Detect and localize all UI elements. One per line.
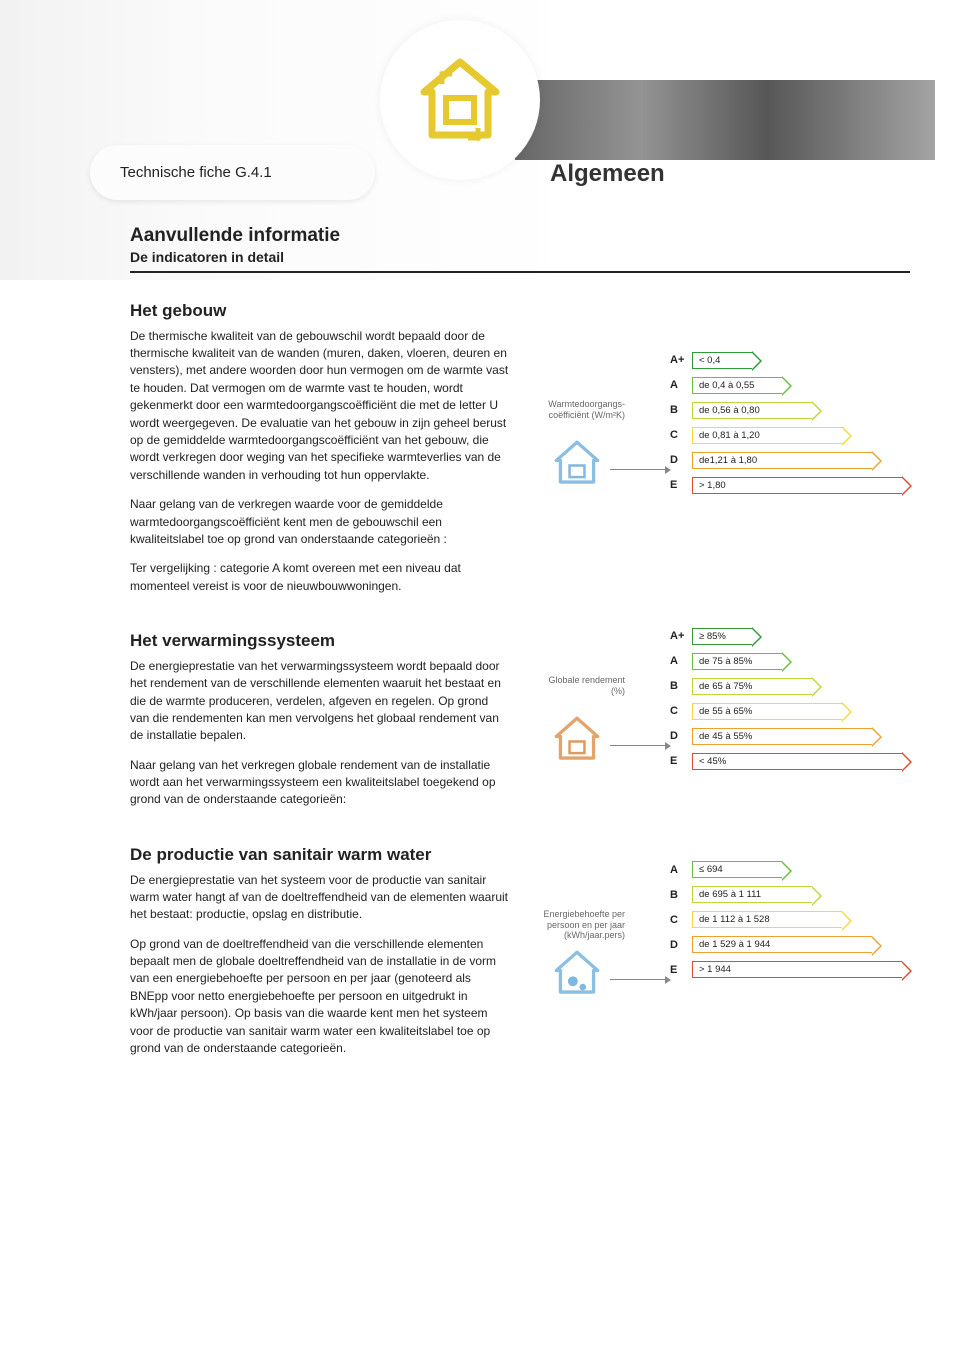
rating-chart-water: Energiebehoefte per persoon en per jaar … (540, 859, 910, 984)
rating-bar: de 65 à 75% (692, 678, 812, 695)
rating-chart-building: Warmtedoorgangs-coëfficiënt (W/m²K) A+ < 0… (540, 349, 910, 499)
rating-bar-label: de 0,56 à 0,80 (699, 405, 760, 416)
rating-bar: de 0,56 à 0,80 (692, 402, 812, 419)
rating-bar-label: ≥ 85% (699, 631, 726, 642)
rating-letter: B (670, 404, 692, 416)
rating-row: Bde 695 à 1 111 (670, 884, 910, 906)
rating-letter: D (670, 454, 692, 466)
rating-bar: ≤ 694 (692, 861, 782, 878)
rating-bar-label: de 0,4 à 0,55 (699, 380, 754, 391)
rating-bar: de 75 à 85% (692, 653, 782, 670)
rating-row: A+ < 0,4 (670, 349, 910, 371)
rating-caption: Warmtedoorgangs-coëfficiënt (W/m²K) (540, 399, 625, 421)
rating-bar: < 45% (692, 753, 902, 770)
rating-bar-label: de 75 à 85% (699, 656, 752, 667)
rating-letter: A+ (670, 354, 692, 366)
section-water-text: De productie van sanitair warm water De … (130, 819, 510, 1058)
rating-bar: de 0,4 à 0,55 (692, 377, 782, 394)
rating-row: Bde 0,56 à 0,80 (670, 399, 910, 421)
rating-letter: D (670, 730, 692, 742)
rating-bar-label: de 45 à 55% (699, 731, 752, 742)
section-water-heading: De productie van sanitair warm water (130, 843, 510, 868)
section-heating-heading: Het verwarmingssysteem (130, 629, 510, 654)
rating-letter: C (670, 914, 692, 926)
rating-bar-label: de 1 529 à 1 944 (699, 939, 770, 950)
rating-row: Dde1,21 à 1,80 (670, 449, 910, 471)
rating-bar: de 55 à 65% (692, 703, 842, 720)
rating-row: Dde 1 529 à 1 944 (670, 934, 910, 956)
rating-row: Ade 75 à 85% (670, 650, 910, 672)
section2-p1: De energieprestatie van het verwarmingss… (130, 658, 510, 745)
rating-letter: A (670, 655, 692, 667)
rating-bar-label: de 1 112 à 1 528 (699, 914, 770, 925)
rating-bar: de 45 à 55% (692, 728, 872, 745)
rating-bar: de1,21 à 1,80 (692, 452, 872, 469)
rating-bar-label: de1,21 à 1,80 (699, 455, 757, 466)
section-building-heading: Het gebouw (130, 299, 510, 324)
rating-row: E > 1 944 (670, 959, 910, 981)
rating-row: Cde 1 112 à 1 528 (670, 909, 910, 931)
rating-bar-label: < 45% (699, 756, 726, 767)
rating-bar: de 1 529 à 1 944 (692, 936, 872, 953)
section3-p2: Op grond van de doeltreffendheid van die… (130, 936, 510, 1058)
section1-p1: De thermische kwaliteit van de gebouwsch… (130, 328, 510, 485)
page-content: Aanvullende informatie De indicatoren in… (0, 0, 960, 1097)
section1-p3: Ter vergelijking : categorie A komt over… (130, 560, 510, 595)
rating-bar: de 695 à 1 111 (692, 886, 812, 903)
divider (130, 271, 910, 273)
rating-letter: C (670, 705, 692, 717)
rating-arrow (610, 469, 665, 470)
rating-bar-label: de 0,81 à 1,20 (699, 430, 760, 441)
rating-row: A ≤ 694 (670, 859, 910, 881)
rating-letter: A (670, 864, 692, 876)
rating-bar-label: de 55 à 65% (699, 706, 752, 717)
rating-letter: E (670, 964, 692, 976)
rating-chart-heating: Globale rendement (%) A+ ≥ 85% Ade 75 à 85%… (540, 625, 910, 775)
rating-letter: E (670, 479, 692, 491)
rating-house-icon (548, 434, 606, 495)
rating-bar-label: > 1,80 (699, 480, 726, 491)
rating-letter: B (670, 680, 692, 692)
rating-caption: Globale rendement (%) (540, 675, 625, 697)
rating-row: Dde 45 à 55% (670, 725, 910, 747)
rating-row: E > 1,80 (670, 474, 910, 496)
section-heating-text: Het verwarmingssysteem De energieprestat… (130, 605, 510, 809)
section3-p1: De energieprestatie van het systeem voor… (130, 872, 510, 924)
section2-p2: Naar gelang van het verkregen globale re… (130, 757, 510, 809)
rating-bar-label: < 0,4 (699, 355, 720, 366)
rating-house-icon (548, 710, 606, 771)
rating-row: Cde 55 à 65% (670, 700, 910, 722)
rating-letter: A (670, 379, 692, 391)
rating-letter: A+ (670, 630, 692, 642)
rating-house-icon (548, 944, 606, 1005)
rating-letter: D (670, 939, 692, 951)
rating-bar: > 1 944 (692, 961, 902, 978)
rating-row: Cde 0,81 à 1,20 (670, 424, 910, 446)
intro-subtitle: De indicatoren in detail (130, 249, 910, 265)
rating-letter: C (670, 429, 692, 441)
category-label: Algemeen (550, 160, 665, 188)
rating-letter: B (670, 889, 692, 901)
rating-caption: Energiebehoefte per persoon en per jaar … (540, 909, 625, 941)
rating-bar: > 1,80 (692, 477, 902, 494)
rating-bar: ≥ 85% (692, 628, 752, 645)
rating-bar-label: > 1 944 (699, 964, 731, 975)
rating-arrow (610, 979, 665, 980)
rating-row: A+ ≥ 85% (670, 625, 910, 647)
rating-letter: E (670, 755, 692, 767)
rating-row: Ade 0,4 à 0,55 (670, 374, 910, 396)
rating-row: Bde 65 à 75% (670, 675, 910, 697)
rating-bar: de 0,81 à 1,20 (692, 427, 842, 444)
rating-bar-label: de 695 à 1 111 (699, 889, 761, 900)
rating-bar: < 0,4 (692, 352, 752, 369)
section1-p2: Naar gelang van de verkregen waarde voor… (130, 496, 510, 548)
rating-bar-label: de 65 à 75% (699, 681, 752, 692)
intro-title: Aanvullende informatie (130, 225, 910, 247)
rating-bar: de 1 112 à 1 528 (692, 911, 842, 928)
rating-bar-label: ≤ 694 (699, 864, 723, 875)
rating-row: E < 45% (670, 750, 910, 772)
rating-arrow (610, 745, 665, 746)
section-building-text: Het gebouw De thermische kwaliteit van d… (130, 299, 510, 595)
